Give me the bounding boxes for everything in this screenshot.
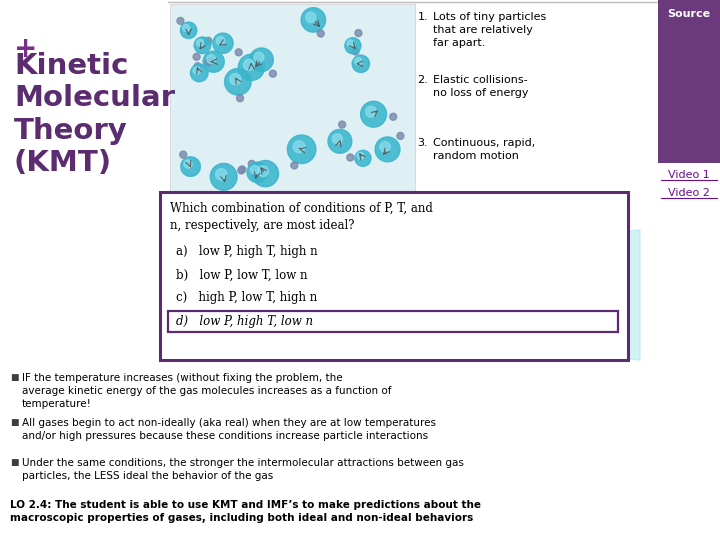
Bar [160,192,628,360]
Text: Video 2: Video 2 [668,188,710,198]
Circle shape [291,162,298,169]
Circle shape [180,151,186,158]
Text: Kinetic
Molecular
Theory
(KMT): Kinetic Molecular Theory (KMT) [14,52,175,177]
Circle shape [318,30,324,37]
Circle shape [225,69,251,95]
Circle shape [366,106,377,117]
Circle shape [352,48,359,55]
Text: Under the same conditions, the stronger the intermolecular attractions between g: Under the same conditions, the stronger … [22,458,464,481]
Text: b)   low P, low T, low n: b) low P, low T, low n [176,268,307,281]
Circle shape [207,55,215,64]
Text: 3.: 3. [418,138,428,148]
Text: LO 2.4: The student is able to use KMT and IMF’s to make predictions about the
m: LO 2.4: The student is able to use KMT a… [10,500,481,523]
Text: ■: ■ [10,418,19,427]
Text: c)   high P, low T, high n: c) high P, low T, high n [176,292,318,305]
Circle shape [216,36,225,45]
Circle shape [181,22,197,38]
Circle shape [237,94,243,102]
Circle shape [397,132,404,139]
Circle shape [204,37,212,44]
Circle shape [301,8,325,32]
Circle shape [287,135,316,164]
Text: Elastic collisions-
no loss of energy: Elastic collisions- no loss of energy [433,75,528,98]
Text: Which combination of conditions of P, T, and
n, respectively, are most ideal?: Which combination of conditions of P, T,… [170,202,433,232]
Text: All gases begin to act non-ideally (aka real) when they are at low temperatures
: All gases begin to act non-ideally (aka … [22,418,436,441]
Circle shape [306,12,316,23]
Text: 2.: 2. [418,75,428,85]
Circle shape [184,160,192,168]
Circle shape [194,37,211,53]
Circle shape [390,113,397,120]
Text: a)   low P, high T, high n: a) low P, high T, high n [176,246,318,259]
Circle shape [352,55,369,72]
Circle shape [181,157,200,177]
Text: IF the temperature increases (without fixing the problem, the
average kinetic en: IF the temperature increases (without fi… [22,373,392,409]
Circle shape [361,101,387,127]
Circle shape [375,137,400,162]
Circle shape [238,167,245,174]
Bar [658,28,720,163]
Circle shape [177,17,184,24]
Circle shape [235,49,242,56]
Circle shape [251,165,259,174]
Circle shape [248,160,256,167]
Circle shape [355,30,362,37]
Circle shape [250,48,274,72]
Circle shape [197,39,204,46]
Circle shape [269,70,276,77]
Circle shape [347,40,354,46]
Circle shape [203,51,224,72]
Circle shape [243,59,254,70]
Circle shape [357,152,364,159]
Circle shape [247,162,268,183]
Text: 1.: 1. [418,12,428,22]
Circle shape [215,168,227,180]
Circle shape [252,160,279,187]
Circle shape [355,150,371,166]
Circle shape [194,63,201,70]
Bar [170,4,415,192]
Circle shape [257,166,269,177]
Circle shape [338,121,346,128]
Circle shape [293,141,305,153]
Circle shape [230,73,241,85]
Polygon shape [585,230,640,360]
Circle shape [210,164,237,190]
Circle shape [191,64,208,82]
Text: +: + [14,35,37,63]
Text: ■: ■ [10,373,19,382]
Circle shape [355,58,362,65]
Circle shape [205,59,212,65]
Circle shape [347,154,354,161]
Circle shape [380,141,390,152]
Circle shape [239,166,246,173]
Circle shape [193,53,200,60]
Text: Lots of tiny particles
that are relatively
far apart.: Lots of tiny particles that are relative… [433,12,546,48]
Circle shape [238,54,264,80]
Text: Continuous, rapid,
random motion: Continuous, rapid, random motion [433,138,535,161]
Circle shape [183,24,189,31]
Circle shape [213,33,233,53]
Text: d)   low P, high T, low n: d) low P, high T, low n [176,314,313,327]
Bar [658,0,720,28]
Bar [168,311,618,332]
Circle shape [328,130,352,153]
Text: Video 1: Video 1 [668,170,710,180]
Text: ■: ■ [10,458,19,467]
Circle shape [193,67,200,74]
Text: Source: Source [667,9,711,19]
Circle shape [254,52,264,62]
Circle shape [333,134,343,144]
Circle shape [345,38,361,54]
